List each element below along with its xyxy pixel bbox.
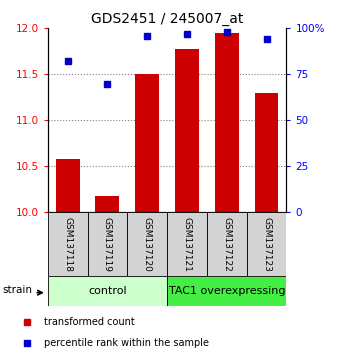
- Bar: [48, 212, 88, 276]
- Bar: [255, 93, 279, 212]
- Bar: [167, 212, 207, 276]
- Title: GDS2451 / 245007_at: GDS2451 / 245007_at: [91, 12, 243, 26]
- Bar: [127, 212, 167, 276]
- Text: GSM137120: GSM137120: [143, 217, 152, 272]
- Bar: [247, 212, 286, 276]
- Bar: [135, 74, 159, 212]
- Text: transformed count: transformed count: [44, 317, 134, 327]
- Text: GSM137123: GSM137123: [262, 217, 271, 272]
- Bar: [95, 196, 119, 212]
- Bar: [215, 33, 239, 212]
- Bar: [48, 276, 167, 306]
- Text: GSM137121: GSM137121: [182, 217, 192, 272]
- Text: control: control: [88, 286, 127, 296]
- Bar: [88, 212, 127, 276]
- Text: percentile rank within the sample: percentile rank within the sample: [44, 338, 209, 348]
- Text: GSM137118: GSM137118: [63, 217, 72, 272]
- Bar: [207, 212, 247, 276]
- Text: GSM137122: GSM137122: [222, 217, 231, 272]
- Text: strain: strain: [2, 285, 32, 295]
- Bar: [167, 276, 286, 306]
- Text: GSM137119: GSM137119: [103, 217, 112, 272]
- Text: TAC1 overexpressing: TAC1 overexpressing: [168, 286, 285, 296]
- Bar: [175, 48, 199, 212]
- Bar: [56, 159, 79, 212]
